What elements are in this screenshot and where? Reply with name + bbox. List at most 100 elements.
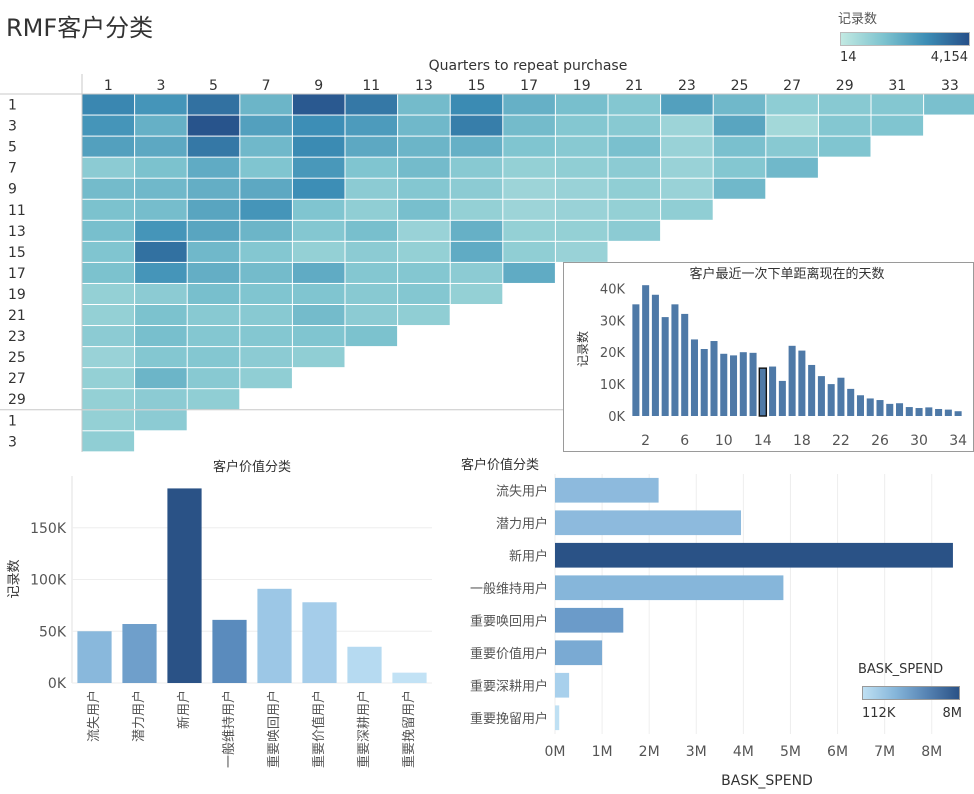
inset-bar: [739, 352, 747, 416]
heatmap-cell: [135, 178, 187, 199]
vbar-category-label: 一般维持用户: [221, 690, 237, 768]
bask-spend-legend-min: 112K: [862, 706, 896, 721]
heatmap-cell: [82, 283, 135, 304]
heatmap-cell: [187, 262, 240, 283]
heatmap-cell: [345, 115, 398, 136]
hbar-category-label: 流失用户: [496, 483, 548, 499]
heatmap-cell: [503, 199, 555, 220]
heatmap-cell: [345, 94, 398, 115]
heatmap-x-tick: 29: [836, 78, 854, 94]
heatmap-cell: [82, 136, 135, 157]
inset-bar: [847, 388, 855, 416]
hbar-category-label: 新用户: [509, 548, 548, 564]
inset-y-title: 记录数: [575, 331, 590, 367]
heatmap-color-legend[interactable]: 记录数 14 4,154: [838, 6, 970, 66]
bask-spend-color-legend[interactable]: BASK_SPEND 112K 8M: [858, 662, 970, 724]
heatmap-cell: [292, 178, 345, 199]
inset-y-tick: 40K: [600, 282, 626, 297]
inset-bar: [661, 317, 669, 416]
inset-y-tick: 30K: [600, 314, 626, 329]
heatmap-cell: [450, 262, 503, 283]
heatmap-cell: [345, 157, 398, 178]
heatmap-cell: [450, 115, 503, 136]
heatmap-cell: [713, 157, 766, 178]
heatmap-x-tick: 9: [314, 78, 323, 94]
vbar-y-tick: 150K: [30, 521, 67, 537]
heatmap-cell: [398, 115, 450, 136]
heatmap-cell: [240, 283, 292, 304]
heatmap-cell: [240, 241, 292, 262]
inset-bar: [720, 353, 728, 416]
heatmap-cell: [555, 199, 608, 220]
heatmap-cell: [135, 262, 187, 283]
heatmap-cell: [345, 283, 398, 304]
inset-x-tick: 34: [949, 433, 967, 449]
inset-bar: [837, 377, 845, 416]
vbar-bar: [257, 588, 292, 683]
vbar-y-tick: 0K: [48, 676, 67, 692]
heatmap-cell: [608, 94, 661, 115]
heatmap-x-tick: 7: [262, 78, 271, 94]
heatmap-cell: [503, 178, 555, 199]
vbar-y-title: 记录数: [7, 559, 22, 598]
hbar-x-title: BASK_SPEND: [721, 773, 813, 789]
vbar-bar: [77, 631, 112, 683]
vbar-bar: [392, 672, 427, 683]
inset-x-tick: 2: [641, 433, 650, 449]
heatmap-cell: [871, 94, 924, 115]
heatmap-y-tick: 27: [8, 371, 26, 387]
heatmap-cell: [345, 326, 398, 347]
inset-bar: [886, 403, 894, 416]
inset-bar: [905, 407, 913, 416]
heatmap-y-tick: 11: [8, 203, 26, 219]
hbar-bar: [555, 542, 953, 568]
heatmap-y-tick: 3: [8, 434, 17, 450]
inset-bar: [817, 376, 825, 416]
heatmap-cell: [82, 410, 135, 431]
heatmap-cell: [398, 94, 450, 115]
hbar-x-tick: 6M: [827, 744, 848, 760]
inset-bar: [788, 345, 796, 416]
heatmap-cell: [82, 262, 135, 283]
heatmap-cell: [240, 220, 292, 241]
heatmap-cell: [450, 199, 503, 220]
heatmap-cell: [661, 157, 713, 178]
heatmap-cell: [292, 199, 345, 220]
heatmap-cell: [187, 305, 240, 326]
heatmap-cell: [240, 94, 292, 115]
heatmap-cell: [503, 115, 555, 136]
bask-spend-horizontal-bar-chart[interactable]: 客户价值分类 0M 1M 2M 3M 4M 5M 6M 7M 8M BASK_SPEND 流失用户潜力…: [455, 454, 974, 794]
heatmap-y-tick: 7: [8, 161, 17, 177]
heatmap-cell: [187, 199, 240, 220]
inset-x-tick: 30: [910, 433, 928, 449]
heatmap-cell: [503, 157, 555, 178]
inset-bar: [690, 339, 698, 416]
heatmap-x-title: Quarters to repeat purchase: [429, 58, 628, 74]
hbar-bar: [555, 672, 570, 698]
heatmap-cell: [187, 389, 240, 410]
heatmap-cell: [766, 94, 818, 115]
heatmap-x-tick: 11: [362, 78, 380, 94]
heatmap-cell: [345, 305, 398, 326]
heatmap-cell: [818, 115, 871, 136]
heatmap-cell: [398, 241, 450, 262]
heatmap-cell: [713, 115, 766, 136]
heatmap-x-tick: 13: [415, 78, 433, 94]
heatmap-cell: [450, 220, 503, 241]
vbar-category-label: 流失用户: [86, 690, 102, 742]
heatmap-cell: [82, 431, 135, 452]
heatmap-cell: [398, 136, 450, 157]
heatmap-cell: [292, 136, 345, 157]
heatmap-cell: [924, 94, 974, 115]
heatmap-legend-min: 14: [840, 50, 857, 65]
hbar-category-label: 潜力用户: [496, 516, 548, 532]
vbar-category-label: 新用户: [176, 690, 192, 729]
heatmap-cell: [187, 220, 240, 241]
vbar-y-tick: 100K: [30, 573, 67, 589]
heatmap-cell: [661, 136, 713, 157]
inset-bar: [700, 349, 708, 416]
heatmap-cell: [503, 220, 555, 241]
